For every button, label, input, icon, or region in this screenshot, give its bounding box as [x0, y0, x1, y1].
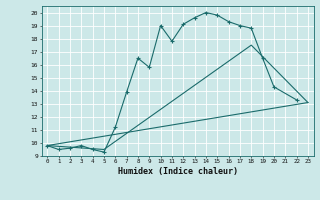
X-axis label: Humidex (Indice chaleur): Humidex (Indice chaleur) [118, 167, 237, 176]
